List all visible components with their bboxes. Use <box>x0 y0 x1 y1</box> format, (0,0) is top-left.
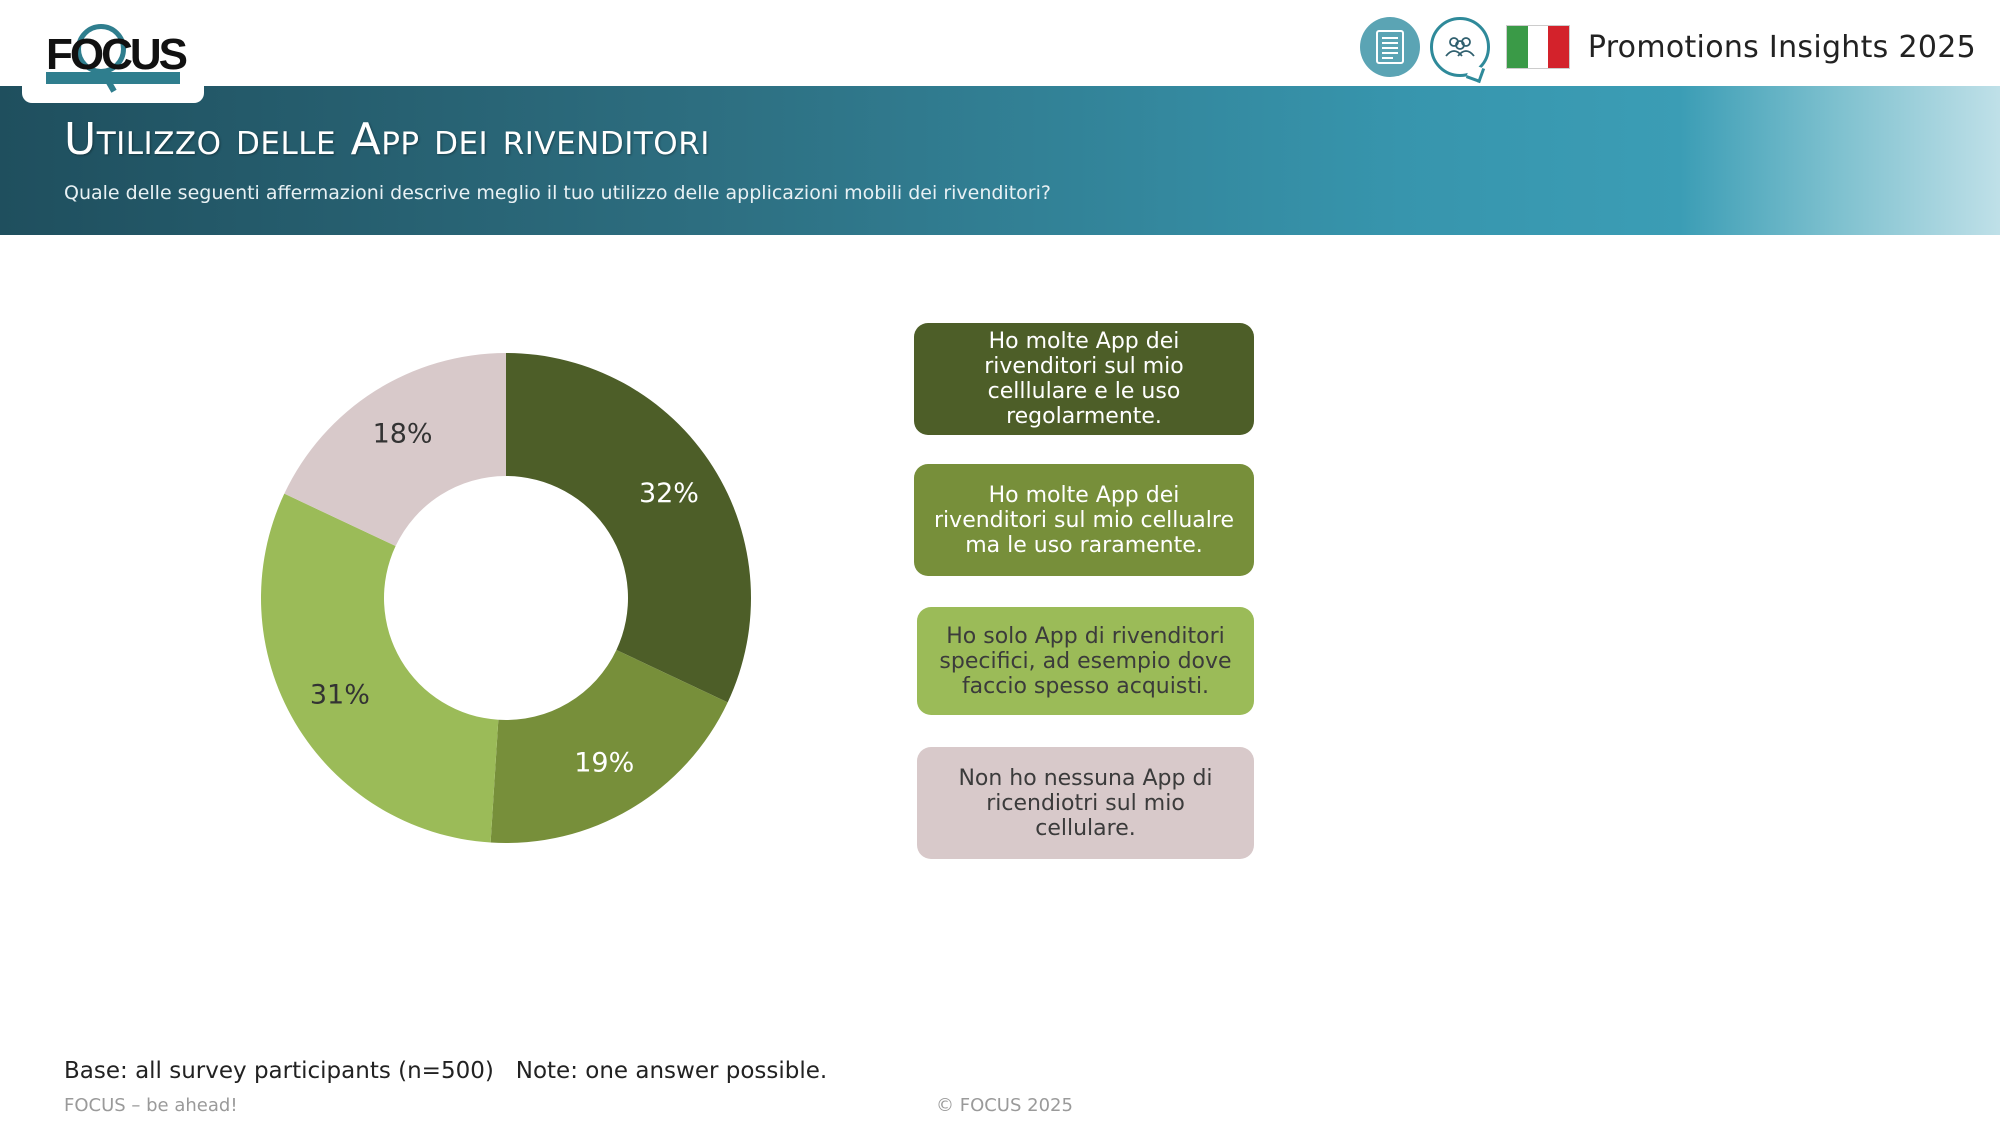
logo-text: FOCUS <box>46 30 188 79</box>
logo-underline <box>46 72 180 84</box>
donut-slice-1 <box>490 649 728 843</box>
donut-slice-label-2: 31% <box>310 680 370 711</box>
italy-flag-icon <box>1505 25 1570 69</box>
report-title: Promotions Insights 2025 <box>1587 29 1976 65</box>
report-icon[interactable] <box>1359 17 1420 77</box>
footer-tagline: FOCUS – be ahead! <box>64 1095 238 1116</box>
legend-item-specific-retailers: Ho solo App di rivenditori specifici, ad… <box>917 607 1254 715</box>
base-note: Base: all survey participants (n=500) No… <box>64 1058 828 1084</box>
focus-logo: FOCUS <box>46 24 188 94</box>
people-icon[interactable] <box>1429 17 1490 77</box>
donut-slice-label-0: 32% <box>639 478 699 509</box>
donut-slice-3 <box>284 353 506 547</box>
page-title: Utilizzo delle App dei rivenditori <box>64 114 710 165</box>
donut-slice-label-1: 19% <box>574 748 634 779</box>
donut-slice-0 <box>506 353 751 703</box>
donut-chart-svg: 32% 19% 31% 18% <box>260 353 751 843</box>
title-banner <box>0 86 2000 235</box>
header-right: Promotions Insights 2025 <box>1359 14 1976 80</box>
page-subtitle: Quale delle seguenti affermazioni descri… <box>64 182 1051 204</box>
legend-item-no-apps: Non ho nessuna App di ricendiotri sul mi… <box>917 747 1254 859</box>
donut-slice-2 <box>260 493 499 843</box>
legend-item-regular-use: Ho molte App dei rivenditori sul mio cel… <box>914 323 1254 435</box>
legend-item-rare-use: Ho molte App dei rivenditori sul mio cel… <box>914 464 1254 576</box>
donut-slice-label-3: 18% <box>373 419 433 450</box>
donut-chart: 32% 19% 31% 18% <box>240 330 760 850</box>
footer-copyright: © FOCUS 2025 <box>936 1095 1073 1116</box>
logo-magnifier-icon <box>76 24 126 74</box>
